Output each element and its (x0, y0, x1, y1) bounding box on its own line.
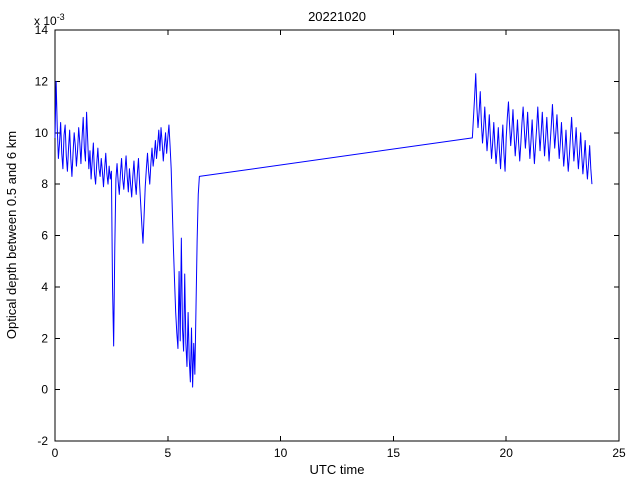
x-tick-label: 25 (612, 446, 626, 460)
y-tick-label: 4 (41, 280, 48, 294)
y-tick-label: 10 (35, 126, 49, 140)
y-tick-label: 6 (41, 229, 48, 243)
plot-area (54, 29, 620, 442)
x-axis-label: UTC time (310, 462, 365, 477)
chart-title: 20221020 (308, 9, 366, 24)
y-tick-label: 8 (41, 177, 48, 191)
y-axis-label: Optical depth between 0.5 and 6 km (4, 131, 19, 339)
y-tick-label: -2 (37, 434, 48, 448)
x-tick-label: 15 (387, 446, 401, 460)
data-series-line (54, 73, 593, 388)
y-tick-label: 2 (41, 331, 48, 345)
y-tick-label: 12 (35, 74, 49, 88)
y-axis-exponent-value: -3 (57, 12, 65, 22)
x-tick-label: 10 (274, 446, 288, 460)
y-tick-label: 0 (41, 383, 48, 397)
x-tick-label: 5 (164, 446, 171, 460)
x-tick-label: 20 (500, 446, 514, 460)
y-axis-exponent-label: x 10-3 (34, 12, 65, 28)
x-tick-label: 0 (52, 446, 59, 460)
ticks-layer: 0 5 10 15 20 25 -2 0 2 4 6 8 10 12 14 (35, 23, 626, 460)
y-tick-label: 14 (35, 23, 49, 37)
y-axis-exponent-prefix: x 10 (34, 14, 57, 28)
data-series-layer (54, 73, 593, 388)
